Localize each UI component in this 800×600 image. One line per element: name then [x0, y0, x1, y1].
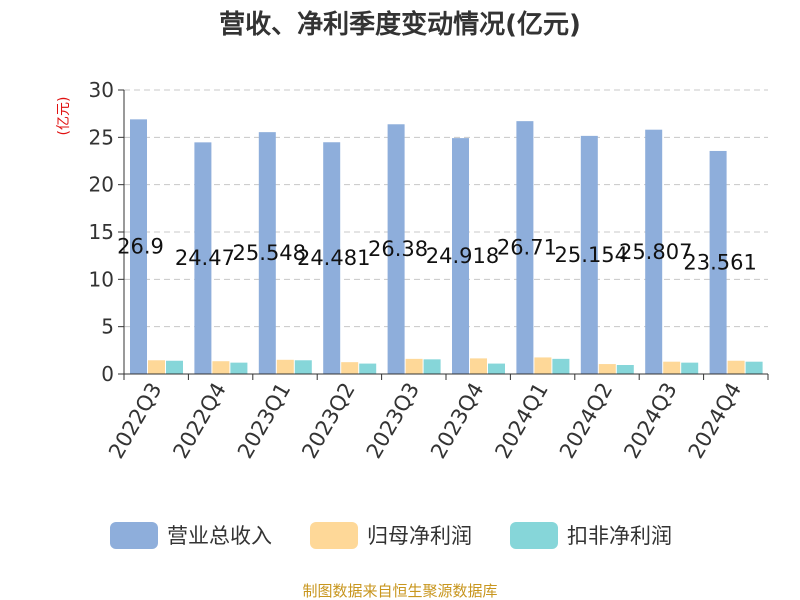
data-label: 25.548	[233, 241, 306, 265]
y-tick-label: 30	[89, 78, 114, 102]
data-label: 26.9	[117, 235, 164, 259]
bar-扣非净利润	[681, 362, 699, 374]
y-tick-label: 5	[101, 315, 114, 339]
bar-扣非净利润	[423, 359, 441, 374]
source-note: 制图数据来自恒生聚源数据库	[302, 582, 497, 600]
bar-扣非净利润	[359, 363, 377, 374]
bar-归母净利润	[470, 358, 487, 374]
chart-title: 营收、净利季度变动情况(亿元)	[219, 9, 581, 40]
legend-swatch	[310, 522, 358, 549]
bar-营业总收入	[387, 124, 405, 374]
data-label: 24.918	[426, 244, 499, 268]
bar-扣非净利润	[745, 361, 763, 374]
y-tick-label: 25	[89, 125, 114, 149]
data-label: 25.154	[555, 243, 628, 267]
data-label: 26.71	[497, 236, 557, 260]
y-axis-unit: (亿元)	[56, 97, 72, 136]
bar-扣非净利润	[616, 365, 634, 374]
legend-label: 扣非净利润	[567, 524, 672, 548]
bar-扣非净利润	[294, 360, 312, 374]
x-tick-label: 2023Q2	[297, 379, 359, 463]
bar-归母净利润	[663, 361, 681, 374]
bar-归母净利润	[534, 357, 552, 374]
bar-归母净利润	[598, 364, 616, 374]
bar-归母净利润	[148, 360, 165, 374]
bar-营业总收入	[130, 119, 147, 374]
x-tick-label: 2024Q4	[684, 379, 746, 463]
bar-归母净利润	[276, 359, 294, 374]
bars	[130, 119, 763, 375]
legend: 营业总收入 归母净利润 扣非净利润	[110, 522, 672, 549]
bar-扣非净利润	[552, 358, 570, 374]
bar-归母净利润	[341, 362, 359, 374]
bar-营业总收入	[709, 150, 727, 374]
bar-扣非净利润	[230, 362, 248, 374]
y-tick-label: 15	[89, 220, 114, 244]
data-label: 24.481	[297, 246, 370, 270]
y-tick-label: 20	[89, 173, 114, 197]
x-tick-label: 2022Q3	[104, 379, 166, 463]
data-labels: 26.9 24.4725.54824.48126.3824.91826.7125.…	[117, 235, 757, 275]
y-tick-label: 10	[89, 267, 114, 291]
legend-label: 归母净利润	[367, 524, 472, 548]
x-tick-label: 2024Q1	[490, 379, 552, 463]
legend-swatch	[510, 522, 558, 549]
bar-归母净利润	[727, 360, 745, 374]
x-tick-label: 2023Q3	[362, 379, 424, 463]
bar-归母净利润	[212, 361, 230, 374]
data-label: 23.561	[683, 250, 756, 274]
bar-扣非净利润	[488, 363, 505, 374]
x-tick-label: 2023Q1	[233, 379, 295, 463]
bar-营业总收入	[258, 132, 276, 374]
bar-营业总收入	[452, 138, 469, 374]
data-label: 24.47	[175, 246, 235, 270]
bar-营业总收入	[580, 135, 598, 374]
x-tick-label: 2024Q3	[619, 379, 681, 463]
x-tick-label: 2024Q2	[555, 379, 617, 463]
grid-lines	[124, 89, 768, 328]
bar-营业总收入	[516, 121, 534, 375]
legend-swatch	[110, 522, 158, 549]
bar-营业总收入	[323, 142, 341, 374]
data-label: 26.38	[368, 237, 428, 261]
bar-扣非净利润	[166, 360, 183, 374]
legend-label: 营业总收入	[167, 524, 272, 548]
y-tick-label: 0	[101, 362, 114, 386]
bar-营业总收入	[645, 129, 663, 374]
data-label: 25.807	[619, 240, 692, 264]
bar-归母净利润	[405, 358, 423, 374]
x-tick-label: 2023Q4	[426, 379, 488, 463]
x-tick-label: 2022Q4	[168, 379, 230, 463]
bar-营业总收入	[194, 142, 212, 374]
